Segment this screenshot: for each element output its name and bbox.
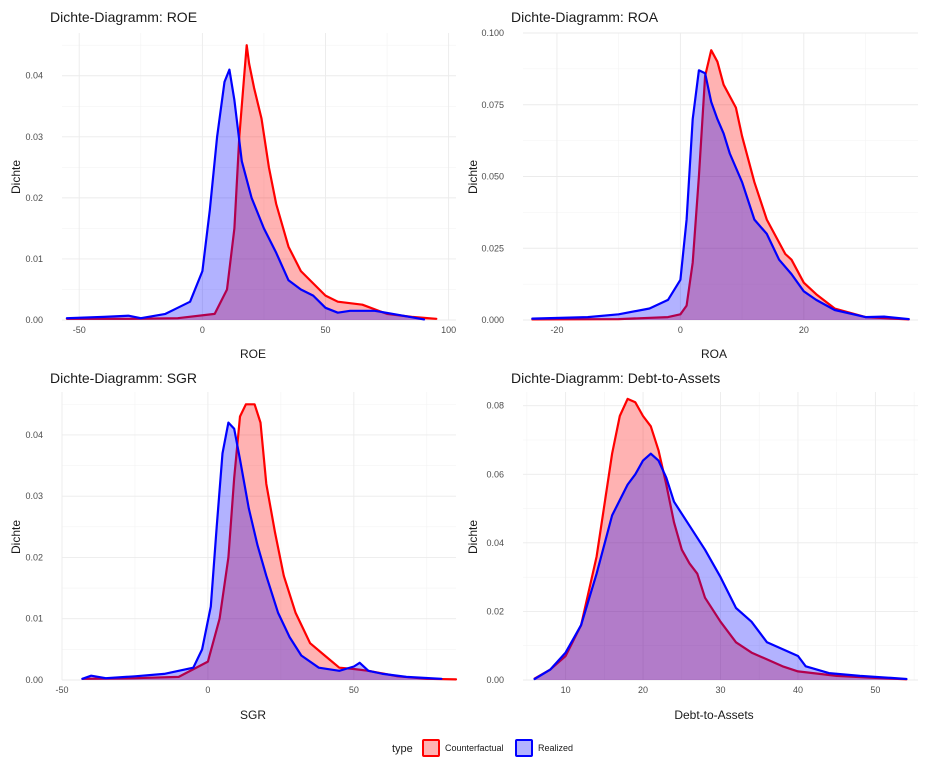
legend-label-realized: Realized: [538, 743, 573, 753]
density-line-counterfactual: [81, 403, 458, 681]
x-tick-label: -50: [55, 685, 68, 695]
density-line-realized: [531, 69, 910, 321]
panel-roa: -20 0 20 0.000 0.025 0.050 0.075 0.100 Dichte-Di…: [466, 9, 918, 361]
legend-title: type: [392, 743, 413, 755]
x-tick-label: 0: [205, 685, 210, 695]
x-tick-label: -50: [73, 325, 86, 335]
y-tick-label: 0.04: [486, 538, 504, 548]
x-tick-label: 20: [799, 325, 809, 335]
y-axis-label: Dichte: [466, 160, 480, 194]
y-tick-label: 0.075: [481, 100, 504, 110]
y-tick-label: 0.00: [25, 675, 43, 685]
density-line-counterfactual: [531, 49, 910, 321]
density-area-realized: [66, 69, 425, 320]
x-tick-label: 10: [561, 685, 571, 695]
y-axis-label: Dichte: [9, 520, 23, 554]
density-line-realized: [533, 452, 908, 681]
y-tick-label: 0.050: [481, 172, 504, 182]
x-tick-label: 100: [441, 325, 456, 335]
x-tick-label: 50: [320, 325, 330, 335]
x-tick-label: 50: [349, 685, 359, 695]
density-line-realized: [65, 68, 426, 321]
x-tick-label: 40: [793, 685, 803, 695]
y-tick-label: 0.03: [25, 491, 43, 501]
grid: [523, 392, 918, 681]
panel-title: Dichte-Diagramm: Debt-to-Assets: [511, 370, 720, 386]
y-axis-label: Dichte: [466, 520, 480, 554]
y-tick-label: 0.04: [25, 71, 43, 81]
x-tick-label: 30: [715, 685, 725, 695]
y-tick-label: 0.01: [25, 254, 43, 264]
y-tick-label: 0.01: [25, 614, 43, 624]
density-line-counterfactual: [65, 44, 438, 320]
x-tick-label: 20: [638, 685, 648, 695]
panel-sgr: -50 0 50 0.00 0.01 0.02 0.03 0.04 Dichte-Diagram…: [9, 370, 458, 722]
y-tick-label: 0.06: [486, 469, 504, 479]
panel-debt-to-assets: 10 20 30 40 50 0.00 0.02 0.04 0.06 0.08 Dichte-Dia…: [466, 370, 918, 722]
legend-label-counterfactual: Counterfactual: [445, 743, 504, 753]
y-tick-label: 0.02: [25, 193, 43, 203]
legend-key-counterfactual: [422, 739, 440, 757]
density-area-counterfactual: [66, 45, 437, 320]
density-area-realized: [532, 70, 909, 320]
x-tick-label: 0: [200, 325, 205, 335]
density-line-realized: [81, 421, 443, 680]
density-area-counterfactual: [532, 50, 909, 320]
x-tick-label: -20: [550, 325, 563, 335]
y-axis-label: Dichte: [9, 160, 23, 194]
y-tick-label: 0.08: [486, 401, 504, 411]
y-tick-label: 0.03: [25, 132, 43, 142]
x-axis-label: Debt-to-Assets: [674, 708, 753, 722]
grid: [61, 392, 456, 681]
legend-key-realized: [515, 739, 533, 757]
density-line-counterfactual: [533, 397, 908, 681]
y-tick-label: 0.00: [486, 675, 504, 685]
y-tick-label: 0.02: [486, 606, 504, 616]
density-area-realized: [82, 422, 442, 680]
y-tick-label: 0.04: [25, 430, 43, 440]
y-tick-label: 0.00: [25, 315, 43, 325]
y-tick-label: 0.000: [481, 315, 504, 325]
x-axis-label: SGR: [240, 708, 266, 722]
y-tick-label: 0.025: [481, 243, 504, 253]
legend: type Counterfactual Realized: [392, 739, 573, 757]
x-tick-label: 0: [678, 325, 683, 335]
density-area-counterfactual: [534, 398, 907, 680]
panel-title: Dichte-Diagramm: SGR: [50, 370, 197, 386]
x-tick-label: 50: [870, 685, 880, 695]
panel-title: Dichte-Diagramm: ROA: [511, 9, 659, 25]
density-area-realized: [534, 453, 907, 680]
panel-title: Dichte-Diagramm: ROE: [50, 9, 197, 25]
density-area-counterfactual: [82, 404, 457, 680]
y-tick-label: 0.02: [25, 552, 43, 562]
x-axis-label: ROE: [240, 347, 266, 361]
x-axis-label: ROA: [701, 347, 727, 361]
y-tick-label: 0.100: [481, 28, 504, 38]
panel-roe: -50 0 50 100 0.00 0.01 0.02 0.03 0.04 Dichte-Diag…: [9, 9, 456, 361]
